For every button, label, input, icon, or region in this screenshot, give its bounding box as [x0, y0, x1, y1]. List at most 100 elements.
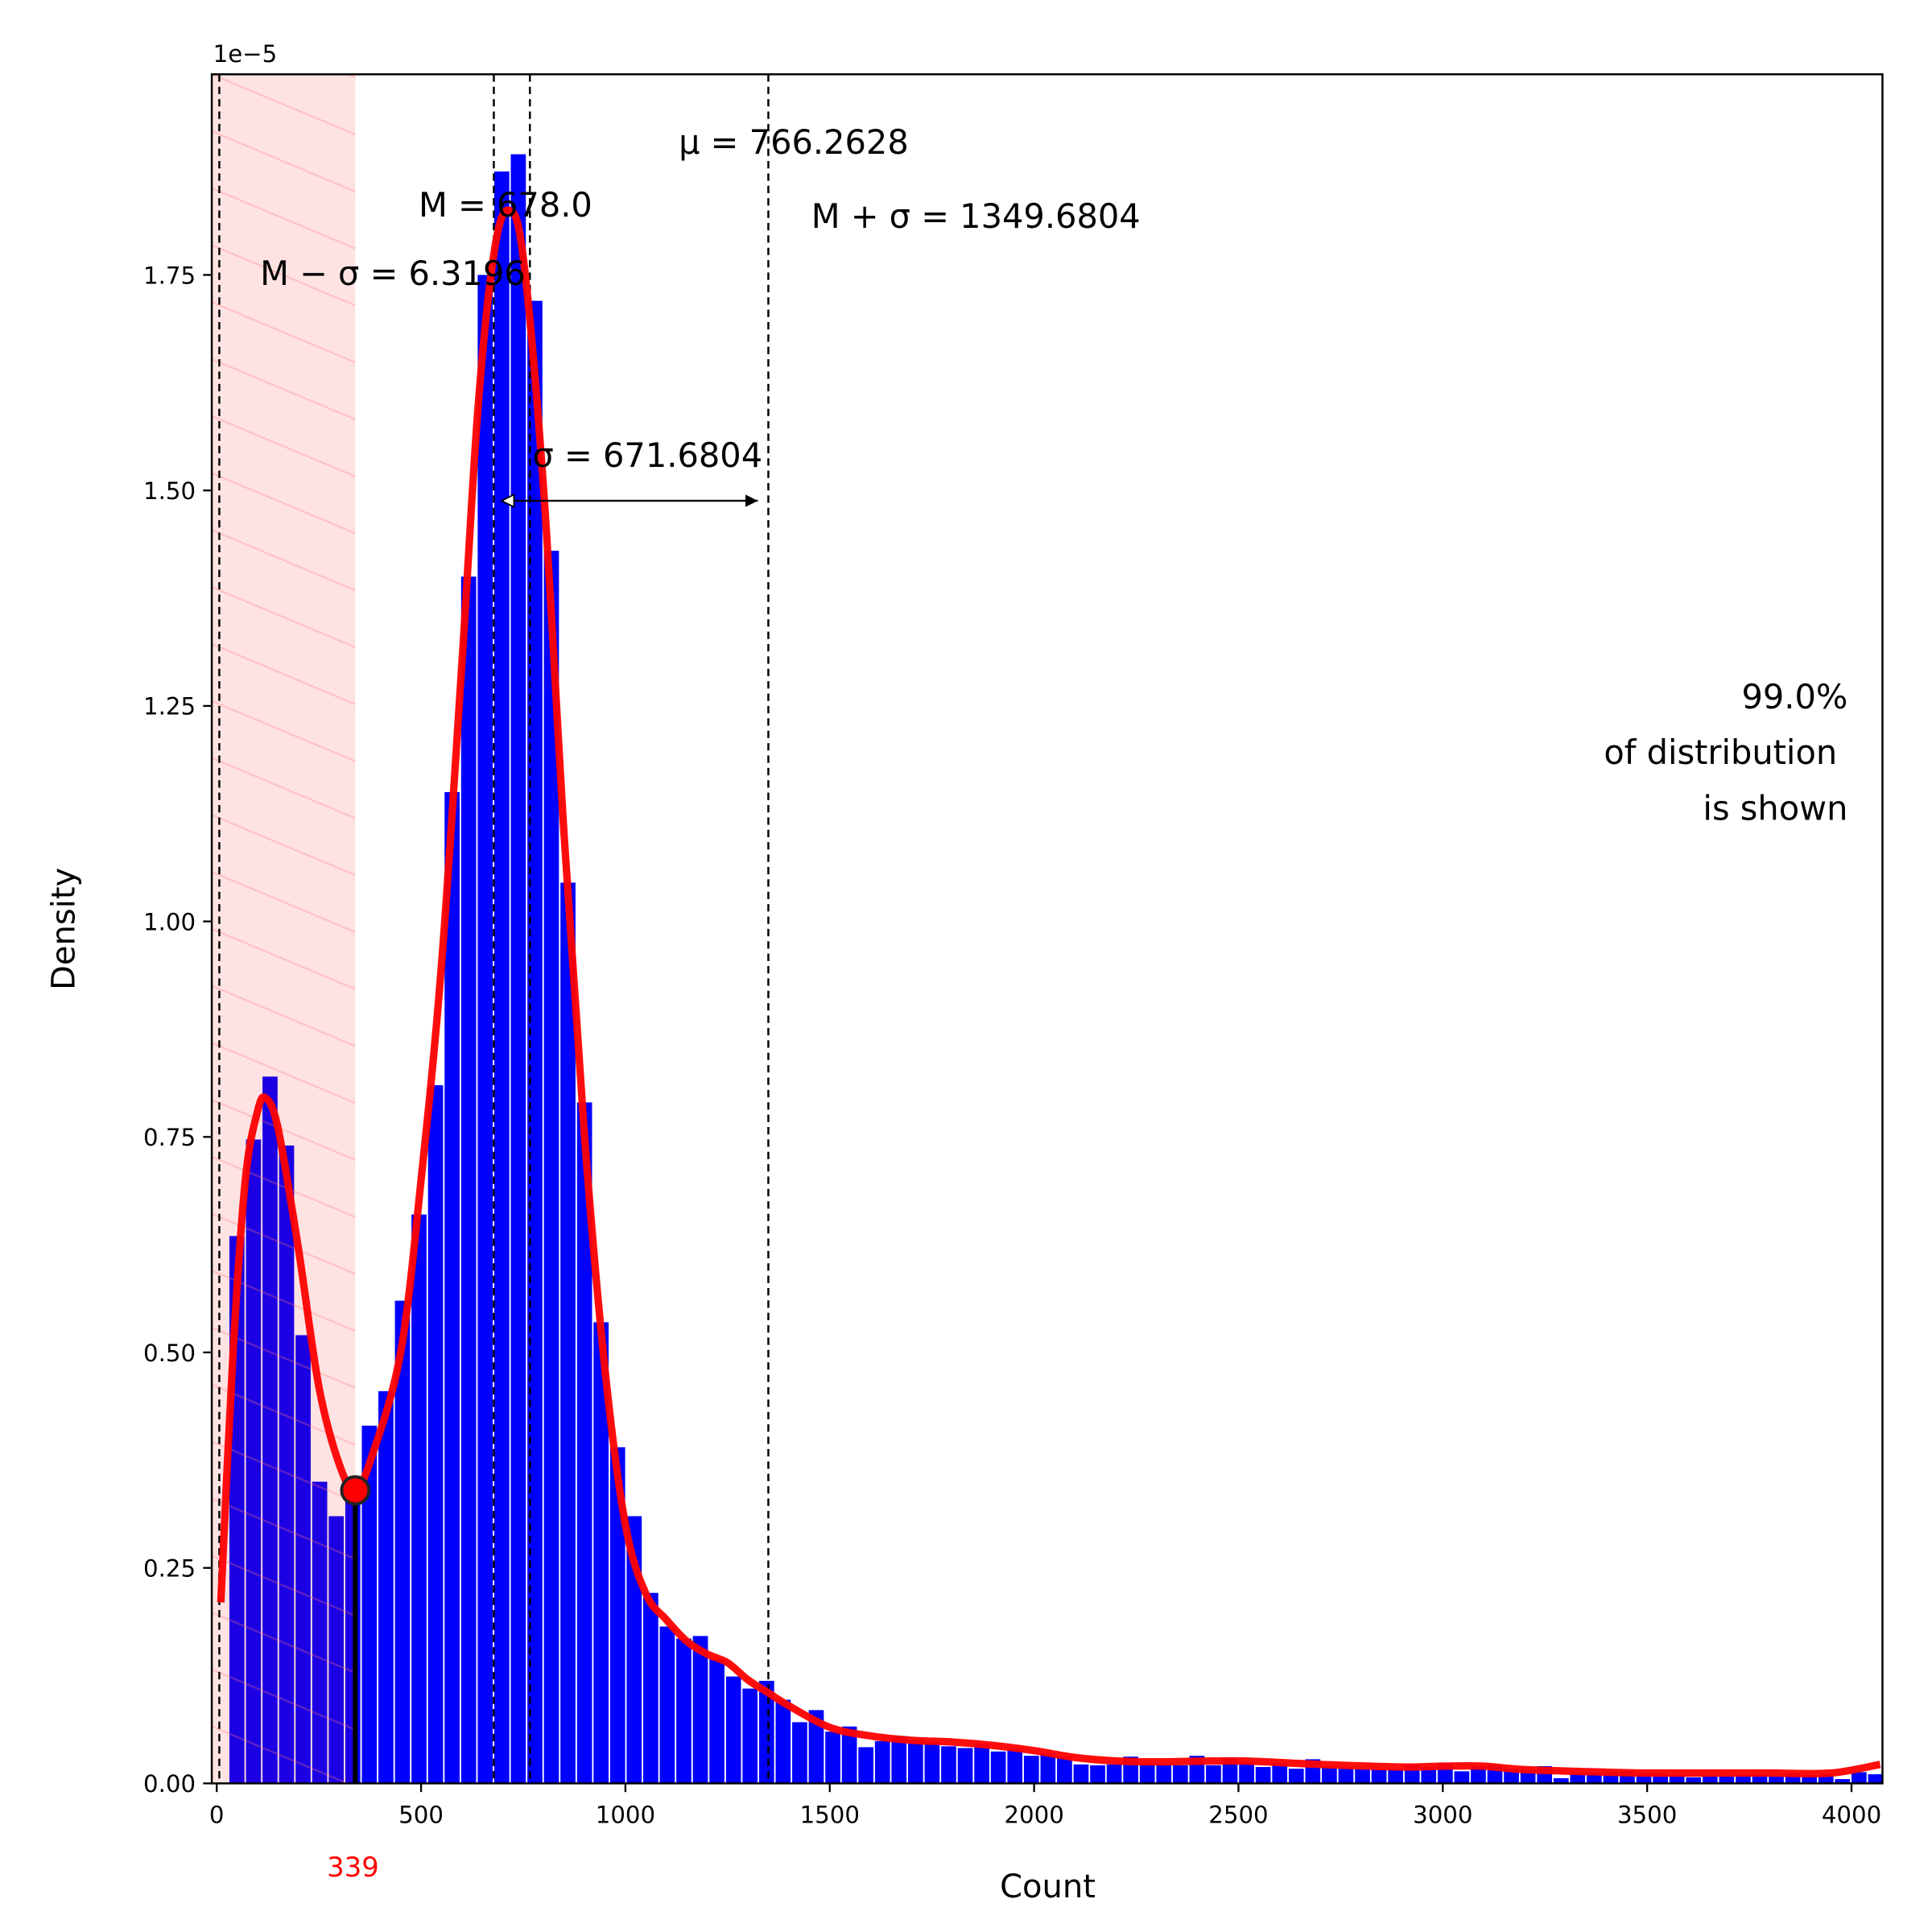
x-axis-ticks: 0 500 1000 1500 2000 2500 3000 3500 4000 — [209, 1783, 1881, 1829]
histogram-bar — [1106, 1764, 1122, 1784]
histogram-bar — [858, 1747, 874, 1784]
histogram-bar — [1553, 1777, 1569, 1784]
hatch-line — [212, 130, 356, 192]
sigma-arrow — [500, 493, 758, 509]
x-tick-label: 2000 — [1004, 1802, 1063, 1829]
histogram-bar — [328, 1516, 345, 1784]
sigma-annotation: σ = 671.6804 — [533, 436, 763, 475]
histogram-bar — [1272, 1762, 1288, 1784]
histogram-bar — [1454, 1771, 1470, 1784]
histogram-bar — [808, 1710, 824, 1784]
y-tick-label: 1.00 — [143, 908, 196, 935]
hatch-line — [212, 985, 356, 1047]
histogram-bar — [1868, 1774, 1883, 1784]
histogram-bar — [692, 1636, 708, 1784]
kde-curve — [217, 206, 1881, 1777]
histogram-bar — [1206, 1765, 1221, 1784]
hatch-line — [212, 415, 356, 477]
hatch-line — [212, 1668, 356, 1731]
histogram-bar — [1852, 1772, 1867, 1784]
hatch-line — [212, 1554, 356, 1617]
histogram-bar — [775, 1699, 791, 1784]
histogram-bar — [974, 1744, 989, 1784]
histogram-bar — [510, 154, 526, 1784]
histogram-bar — [1090, 1765, 1105, 1784]
y-tick-label: 0.25 — [143, 1554, 196, 1582]
histogram-bar — [758, 1680, 774, 1784]
histogram-bar — [792, 1722, 807, 1784]
histogram-bar — [1570, 1773, 1586, 1784]
hatch-line — [212, 1497, 356, 1560]
hatch-line — [212, 301, 356, 364]
histogram-bar — [924, 1741, 940, 1784]
coverage-line-3: is shown — [1703, 788, 1847, 828]
hatch-line — [212, 1440, 356, 1503]
histogram-bar — [1818, 1774, 1834, 1784]
hatch-line — [212, 871, 356, 933]
histogram-bar — [1322, 1765, 1337, 1784]
hatch-line — [212, 1612, 356, 1674]
hatch-line — [212, 642, 356, 705]
hatch-line — [212, 1042, 356, 1104]
histogram-bar — [990, 1751, 1006, 1784]
y-axis-ticks: 0.00 0.25 0.50 0.75 1.00 1.25 1.50 1.75 — [143, 262, 213, 1798]
sigma-arrow-head-left — [500, 493, 515, 509]
hatch-line — [212, 700, 356, 762]
x-tick-label: 0 — [209, 1802, 225, 1829]
histogram-bar — [1686, 1777, 1702, 1784]
histogram-bar — [1388, 1769, 1403, 1784]
histogram-bar — [841, 1726, 857, 1784]
histogram-bar — [279, 1146, 295, 1784]
histogram-bar — [576, 1102, 592, 1784]
histogram-bar — [295, 1335, 311, 1784]
histogram-bar — [659, 1626, 675, 1784]
histogram-bar — [957, 1748, 973, 1784]
histogram-bar — [676, 1638, 691, 1784]
y-tick-label: 1.75 — [143, 262, 196, 289]
hatch-line — [212, 586, 356, 649]
histogram-bar — [609, 1447, 625, 1784]
histogram-bar — [1371, 1769, 1387, 1784]
mean-annotation: μ = 766.2628 — [679, 122, 909, 162]
hatch-line — [212, 1099, 356, 1162]
x-axis-label: Count — [1000, 1868, 1096, 1905]
y-offset-label: 1e−5 — [213, 40, 278, 68]
sigma-arrow-head-right — [745, 494, 758, 507]
shaded-region-fill — [212, 74, 356, 1784]
histogram-bar — [1073, 1764, 1089, 1784]
histogram-bar — [1007, 1748, 1023, 1784]
hatch-line — [212, 814, 356, 877]
hatch-line — [212, 529, 356, 592]
histogram-bar — [941, 1746, 956, 1784]
coverage-line-1: 99.0% — [1741, 677, 1847, 716]
hatch-line — [212, 1155, 356, 1218]
minimum-point — [340, 1475, 371, 1506]
histogram-bar — [1719, 1776, 1735, 1784]
histogram-bar — [725, 1676, 741, 1784]
histogram-bar — [262, 1076, 278, 1784]
m-plus-sigma-annotation: M + σ = 1349.6804 — [811, 196, 1141, 236]
hatch-line — [212, 472, 356, 535]
hatch-line — [212, 927, 356, 990]
histogram-bar — [1057, 1757, 1072, 1784]
hatch-line — [212, 1212, 356, 1275]
histogram-bar — [593, 1322, 609, 1784]
histogram-bar — [427, 1085, 444, 1784]
histogram-bar — [1040, 1752, 1056, 1784]
histogram-bar — [1752, 1774, 1768, 1784]
histogram-bar — [1669, 1774, 1685, 1784]
y-tick-label: 0.75 — [143, 1124, 196, 1151]
y-axis-label: Density — [45, 868, 82, 990]
histogram-bar — [394, 1300, 411, 1784]
minimum-x-label: 339 — [327, 1852, 379, 1883]
histogram-bar — [825, 1732, 840, 1784]
hatch-line — [212, 358, 356, 421]
x-tick-label: 2500 — [1208, 1802, 1268, 1829]
histogram-bar — [1255, 1767, 1271, 1784]
x-tick-label: 500 — [398, 1802, 444, 1829]
histogram-bar — [1239, 1761, 1254, 1784]
histogram-bar — [1288, 1769, 1304, 1784]
histogram-bar — [1156, 1763, 1172, 1784]
histogram-bar — [460, 576, 477, 1784]
